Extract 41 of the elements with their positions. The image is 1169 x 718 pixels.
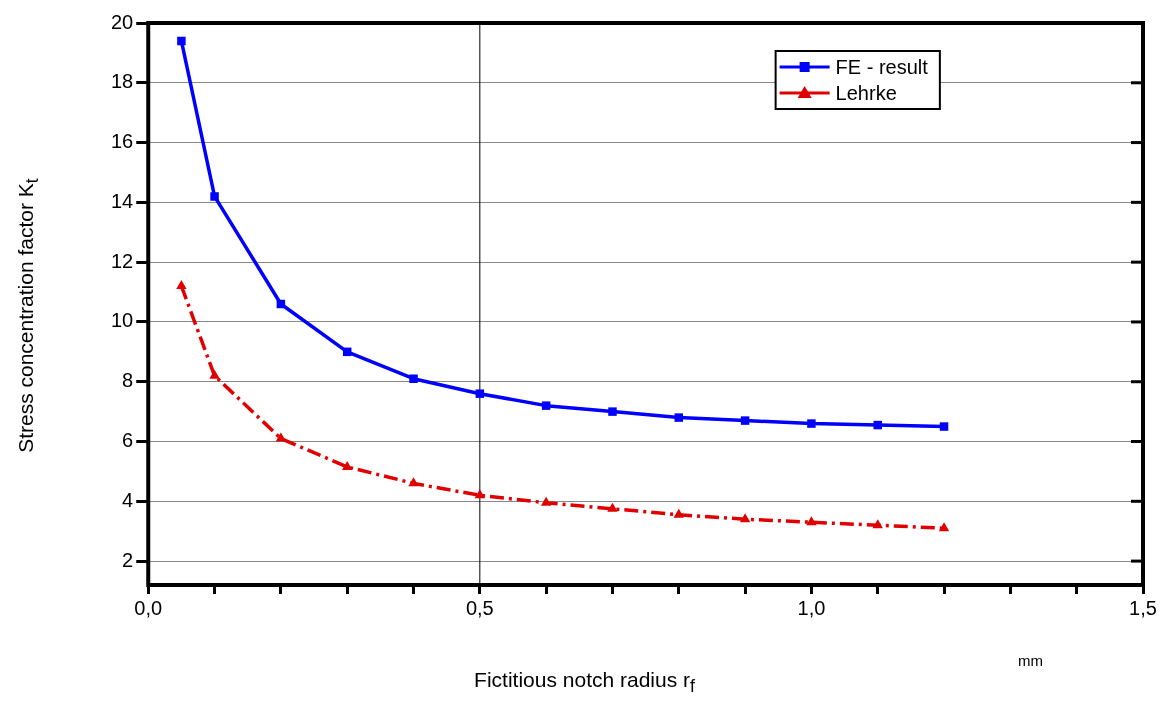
point [210, 192, 219, 201]
legend-label: Lehrke [835, 81, 897, 104]
point [873, 420, 882, 430]
point [409, 374, 418, 383]
y-tick-label: 16 [111, 130, 134, 153]
point [176, 280, 187, 290]
x-tick-label: 1,5 [1129, 596, 1157, 619]
point [740, 416, 750, 425]
y-tick-label: 20 [111, 10, 134, 33]
y-tick-label: 6 [122, 429, 134, 452]
point [938, 522, 950, 532]
point [674, 413, 684, 422]
text: mm [1018, 652, 1043, 669]
x-axis-title: Fictitious notch radius r$_{f}$ [473, 668, 696, 698]
point [475, 389, 485, 398]
y-tick-label: 8 [122, 369, 134, 392]
point [939, 422, 949, 431]
y-tick-label: 14 [111, 189, 134, 212]
point [177, 36, 186, 46]
point [739, 513, 751, 523]
y-tick-label: 2 [122, 548, 134, 571]
point [342, 460, 353, 470]
legend-label: FE - result [835, 55, 929, 78]
y-tick-label: 12 [111, 249, 134, 272]
x-tick-label: 1,0 [797, 596, 826, 619]
point [540, 496, 552, 506]
y-tick-label: 4 [122, 488, 134, 511]
point [209, 369, 220, 379]
point [673, 508, 684, 518]
y-tick-label: 18 [111, 70, 134, 93]
point [806, 516, 817, 526]
point [807, 419, 816, 428]
point [872, 519, 883, 529]
x-tick-label: 0,0 [134, 596, 163, 619]
y-tick-label: 10 [111, 309, 134, 332]
point [474, 489, 486, 499]
x-tick-label: 0,5 [465, 596, 494, 619]
point [607, 502, 618, 512]
point [408, 477, 419, 487]
point [541, 401, 551, 410]
point [608, 407, 617, 416]
